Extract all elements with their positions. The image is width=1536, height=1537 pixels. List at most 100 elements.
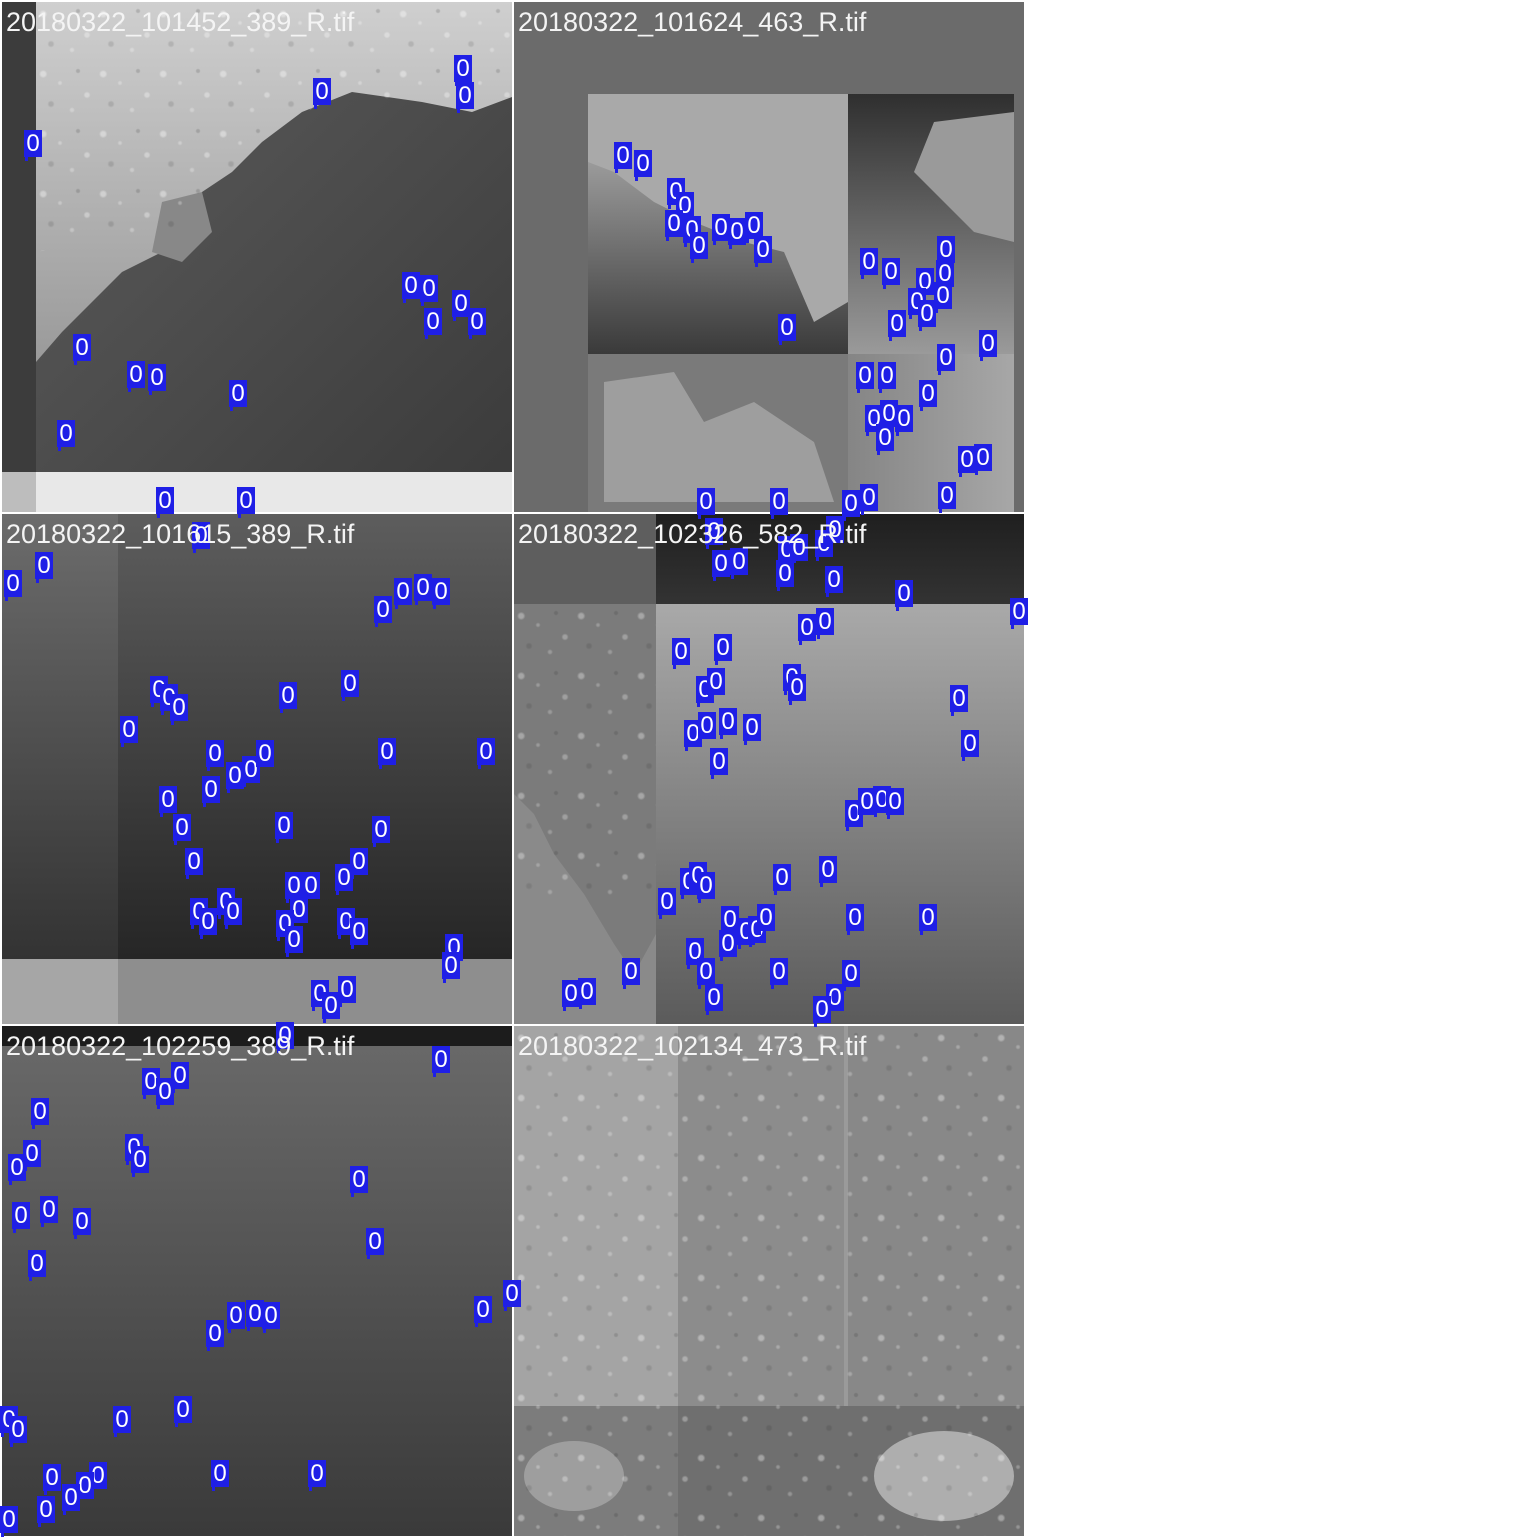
detection-box[interactable]: 0 [308,1460,326,1491]
detection-box[interactable]: 0 [710,748,728,779]
detection-box[interactable]: 0 [468,308,486,339]
detection-box[interactable]: 0 [452,290,470,321]
detection-box[interactable]: 0 [728,218,746,249]
detection-box[interactable]: 0 [62,1484,80,1515]
detection-box[interactable]: 0 [876,424,894,455]
detection-box[interactable]: 0 [950,685,968,716]
detection-box[interactable]: 0 [73,1208,91,1239]
detection-box[interactable]: 0 [778,314,796,345]
detection-box[interactable]: 0 [860,248,878,279]
detection-box[interactable]: 0 [813,996,831,1027]
detection-box[interactable]: 0 [1010,598,1028,629]
detection-box[interactable]: 0 [880,400,898,431]
detection-box[interactable]: 0 [120,716,138,747]
detection-box[interactable]: 0 [9,1416,27,1447]
detection-box[interactable]: 0 [937,236,955,267]
detection-box[interactable]: 0 [211,1460,229,1491]
detection-box[interactable]: 0 [842,960,860,991]
detection-box[interactable]: 0 [432,1046,450,1077]
detection-box[interactable]: 0 [665,210,683,241]
detection-box[interactable]: 0 [958,446,976,477]
detection-box[interactable]: 0 [707,668,725,699]
detection-box[interactable]: 0 [937,344,955,375]
detection-box[interactable]: 0 [826,516,844,547]
detection-box[interactable]: 0 [24,130,42,161]
detection-box[interactable]: 0 [12,1202,30,1233]
detection-box[interactable]: 0 [938,482,956,513]
detection-box[interactable]: 0 [174,1396,192,1427]
detection-box[interactable]: 0 [770,488,788,519]
detection-box[interactable]: 0 [790,534,808,565]
detection-box[interactable]: 0 [842,490,860,521]
detection-box[interactable]: 0 [714,634,732,665]
detection-box[interactable]: 0 [712,214,730,245]
detection-box[interactable]: 0 [698,712,716,743]
detection-box[interactable]: 0 [860,484,878,515]
detection-box[interactable]: 0 [961,730,979,761]
detection-box[interactable]: 0 [634,150,652,181]
detection-box[interactable]: 0 [57,420,75,451]
detection-box[interactable]: 0 [432,578,450,609]
detection-box[interactable]: 0 [242,756,260,787]
detection-box[interactable]: 0 [819,856,837,887]
detection-box[interactable]: 0 [936,260,954,291]
detection-box[interactable]: 0 [754,236,772,267]
detection-box[interactable]: 0 [743,714,761,745]
detection-box[interactable]: 0 [578,978,596,1009]
detection-box[interactable]: 0 [770,958,788,989]
detection-box[interactable]: 0 [882,258,900,289]
detection-box[interactable]: 0 [156,1078,174,1109]
detection-box[interactable]: 0 [285,872,303,903]
detection-box[interactable]: 0 [895,405,913,436]
detection-box[interactable]: 0 [895,580,913,611]
detection-box[interactable]: 0 [888,310,906,341]
detection-box[interactable]: 0 [113,1406,131,1437]
detection-box[interactable]: 0 [858,788,876,819]
detection-box[interactable]: 0 [730,548,748,579]
detection-box[interactable]: 0 [0,1506,18,1537]
detection-box[interactable]: 0 [684,720,702,751]
detection-box[interactable]: 0 [256,740,274,771]
detection-box[interactable]: 0 [338,976,356,1007]
detection-box[interactable]: 0 [173,814,191,845]
detection-box[interactable]: 0 [226,762,244,793]
detection-box[interactable]: 0 [28,1250,46,1281]
detection-box[interactable]: 0 [275,812,293,843]
detection-box[interactable]: 0 [372,816,390,847]
detection-box[interactable]: 0 [224,898,242,929]
detection-box[interactable]: 0 [276,1022,294,1053]
detection-box[interactable]: 0 [366,1228,384,1259]
detection-box[interactable]: 0 [878,362,896,393]
detection-box[interactable]: 0 [322,992,340,1023]
detection-box[interactable]: 0 [142,1068,160,1099]
detection-box[interactable]: 0 [127,361,145,392]
detection-box[interactable]: 0 [202,776,220,807]
detection-box[interactable]: 0 [697,958,715,989]
detection-box[interactable]: 0 [341,670,359,701]
detection-box[interactable]: 0 [886,788,904,819]
detection-box[interactable]: 0 [856,362,874,393]
detection-box[interactable]: 0 [23,1140,41,1171]
detection-box[interactable]: 0 [335,864,353,895]
detection-box[interactable]: 0 [227,1302,245,1333]
detection-box[interactable]: 0 [420,275,438,306]
detection-box[interactable]: 0 [313,78,331,109]
detection-box[interactable]: 0 [199,908,217,939]
detection-box[interactable]: 0 [974,444,992,475]
detection-box[interactable]: 0 [237,487,255,518]
detection-box[interactable]: 0 [773,864,791,895]
detection-box[interactable]: 0 [424,308,442,339]
detection-box[interactable]: 0 [159,786,177,817]
detection-box[interactable]: 0 [798,614,816,645]
detection-box[interactable]: 0 [148,364,166,395]
detection-box[interactable]: 0 [919,380,937,411]
detection-box[interactable]: 0 [378,738,396,769]
detection-box[interactable]: 0 [503,1280,521,1311]
detection-box[interactable]: 0 [279,682,297,713]
detection-box[interactable]: 0 [705,518,723,549]
detection-box[interactable]: 0 [43,1464,61,1495]
detection-box[interactable]: 0 [788,674,806,705]
detection-box[interactable]: 0 [302,872,320,903]
detection-box[interactable]: 0 [414,574,432,605]
detection-box[interactable]: 0 [206,1320,224,1351]
